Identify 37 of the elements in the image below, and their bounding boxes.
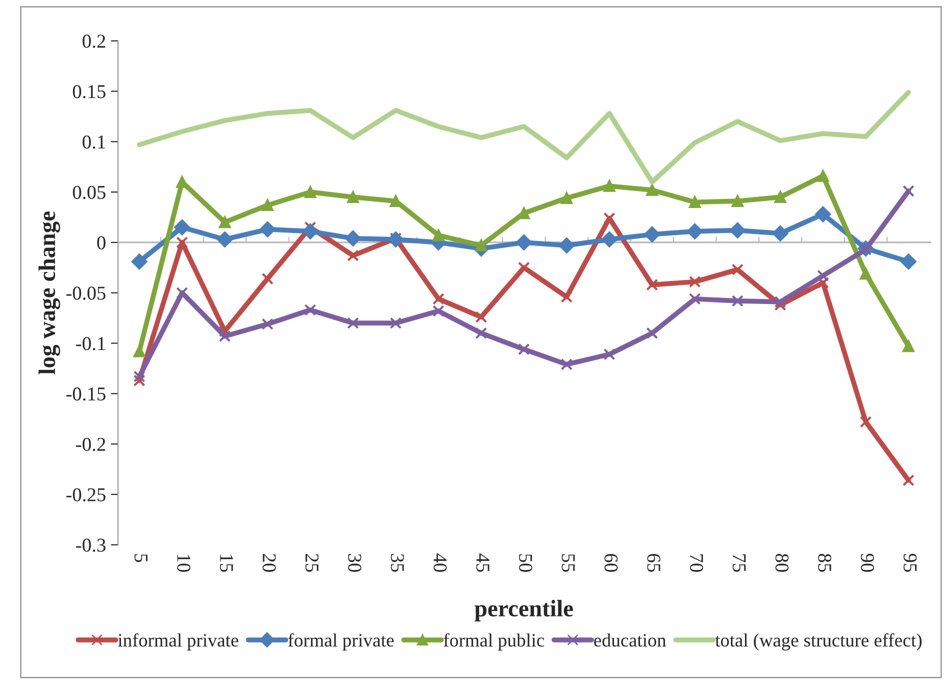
x-tick-label: 80 bbox=[775, 554, 789, 572]
x-tick-label: 65 bbox=[647, 554, 660, 572]
x-tick-label: 5 bbox=[134, 554, 148, 562]
legend-label: formal private bbox=[288, 633, 394, 650]
x-tick-label: 35 bbox=[390, 554, 404, 572]
x-tick-label: 85 bbox=[818, 554, 832, 572]
x-axis-title: percentile bbox=[474, 600, 573, 622]
y-tick-label: 0.2 bbox=[82, 34, 106, 48]
x-tick-label: 20 bbox=[262, 554, 276, 572]
legend-label: informal private bbox=[118, 633, 238, 650]
x-tick-label: 45 bbox=[476, 554, 490, 572]
x-tick-label: 40 bbox=[434, 554, 447, 572]
y-tick-label: -0.05 bbox=[66, 286, 106, 300]
y-tick-label: 0.05 bbox=[72, 186, 106, 200]
x-tick-label: 95 bbox=[904, 554, 917, 572]
x-tick-label: 10 bbox=[177, 554, 190, 572]
y-tick-label: -0.15 bbox=[66, 387, 106, 401]
x-tick-label: 30 bbox=[348, 554, 362, 572]
y-axis-title: log wage change bbox=[38, 211, 60, 374]
x-tick-label: 90 bbox=[860, 554, 874, 572]
x-tick-label: 55 bbox=[562, 554, 575, 572]
legend-label: formal public bbox=[444, 633, 544, 650]
x-tick-label: 70 bbox=[690, 554, 704, 572]
y-tick-label: -0.3 bbox=[76, 538, 106, 552]
x-tick-label: 75 bbox=[732, 554, 746, 572]
y-tick-label: 0.1 bbox=[82, 135, 106, 149]
y-tick-label: -0.2 bbox=[76, 438, 106, 452]
x-tick-label: 25 bbox=[305, 554, 318, 572]
y-tick-label: -0.1 bbox=[76, 337, 106, 350]
legend-label: total (wage structure effect) bbox=[715, 633, 922, 651]
legend-label: education bbox=[594, 633, 666, 647]
y-tick-label: -0.25 bbox=[66, 488, 106, 502]
x-tick-label: 50 bbox=[519, 554, 532, 572]
y-tick-label: 0 bbox=[97, 236, 106, 250]
x-tick-label: 60 bbox=[604, 554, 618, 572]
y-tick-label: 0.15 bbox=[72, 85, 106, 98]
x-tick-label: 15 bbox=[220, 554, 233, 572]
